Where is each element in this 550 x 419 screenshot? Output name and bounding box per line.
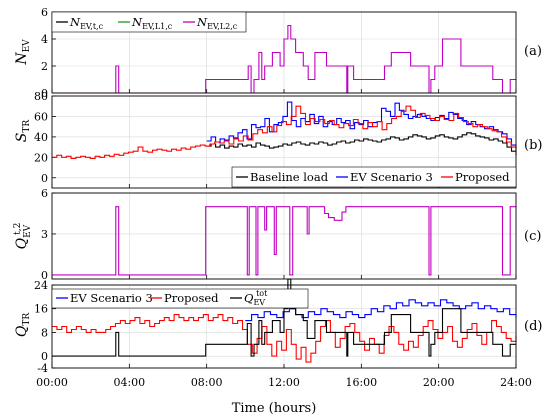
series-line-c-0 — [52, 206, 516, 276]
panel-label-a: (a) — [524, 44, 542, 59]
legend-b-entry-1: EV Scenario 3 — [350, 170, 433, 184]
panel-label-d: (d) — [524, 319, 542, 334]
axes-frame — [51, 284, 517, 369]
y-tick-label-d: 8 — [41, 326, 48, 339]
y-tick-label-c: 6 — [41, 187, 48, 200]
y-tick-label-d: 0 — [41, 350, 48, 363]
series-line-d-2 — [52, 278, 516, 357]
legend-d-entry-2: QEVtot — [244, 289, 268, 307]
series-line-d-1 — [52, 314, 517, 363]
y-tick-label-a: 2 — [41, 60, 48, 73]
legend-a: NEV,t,c NEV,L1,c NEV,L2,c — [51, 11, 247, 33]
x-tick-label: 20:00 — [423, 376, 455, 389]
panel-label-b: (b) — [524, 138, 542, 153]
y-tick-label-a: 0 — [41, 87, 48, 100]
series-line-b-0 — [206, 132, 517, 156]
panel-d-ylabel: QTR — [14, 313, 32, 337]
y-tick-label-a: 6 — [41, 6, 48, 19]
panel-a: 0 2 4 6 — [41, 6, 517, 100]
legend-a-entry-1: NEV,L1,c — [131, 15, 173, 31]
legend-a-entry-2: NEV,L2,c — [196, 15, 238, 31]
y-tick-label-d: 16 — [34, 303, 48, 316]
panel-b-ylabel: STR — [14, 120, 32, 143]
panel-c: 0 3 6 — [41, 187, 517, 282]
x-tick-label: 24:00 — [500, 376, 532, 389]
y-tick-label-b: 20 — [34, 151, 48, 164]
x-tick-label: 12:00 — [268, 376, 300, 389]
panel-label-c: (c) — [524, 229, 541, 244]
legend-d-entry-1: Proposed — [164, 291, 219, 305]
x-tick-label: 04:00 — [113, 376, 145, 389]
y-tick-label-b: 40 — [34, 131, 48, 144]
x-tick-label: 00:00 — [36, 376, 68, 389]
panel-a-ylabel: NEV — [14, 39, 32, 66]
legend-b-entry-2: Proposed — [455, 170, 510, 184]
y-tick-label-b: 0 — [41, 172, 48, 185]
panel-c-ylabel: QEVt,2 — [13, 223, 33, 250]
y-tick-label-a: 4 — [41, 33, 48, 46]
legend-b-entry-0: Baseline load — [250, 170, 329, 184]
legend-b: Baseline load EV Scenario 3 Proposed — [231, 166, 517, 188]
x-tick-label: 16:00 — [345, 376, 377, 389]
legend-a-entry-0: NEV,t,c — [69, 15, 104, 31]
axes-frame — [51, 11, 517, 94]
series-line-a-2 — [52, 24, 516, 94]
y-tick-label-b: 80 — [34, 90, 48, 103]
y-tick-label-c: 0 — [41, 269, 48, 282]
y-tick-label-d: 24 — [34, 279, 48, 292]
y-tick-label-c: 3 — [41, 228, 48, 241]
y-tick-label-b: 60 — [34, 110, 48, 123]
axes-frame — [51, 192, 517, 280]
y-tick-label-d: -4 — [37, 362, 48, 375]
legend-d: EV Scenario 3 Proposed QEVtot — [51, 288, 309, 309]
x-tick-label: 08:00 — [191, 376, 223, 389]
series-line-b-1 — [206, 101, 517, 151]
x-axis-label: Time (hours) — [232, 401, 317, 416]
series-line-b-2 — [52, 105, 517, 159]
axes-frame — [51, 95, 517, 189]
legend-d-entry-0: EV Scenario 3 — [70, 291, 153, 305]
